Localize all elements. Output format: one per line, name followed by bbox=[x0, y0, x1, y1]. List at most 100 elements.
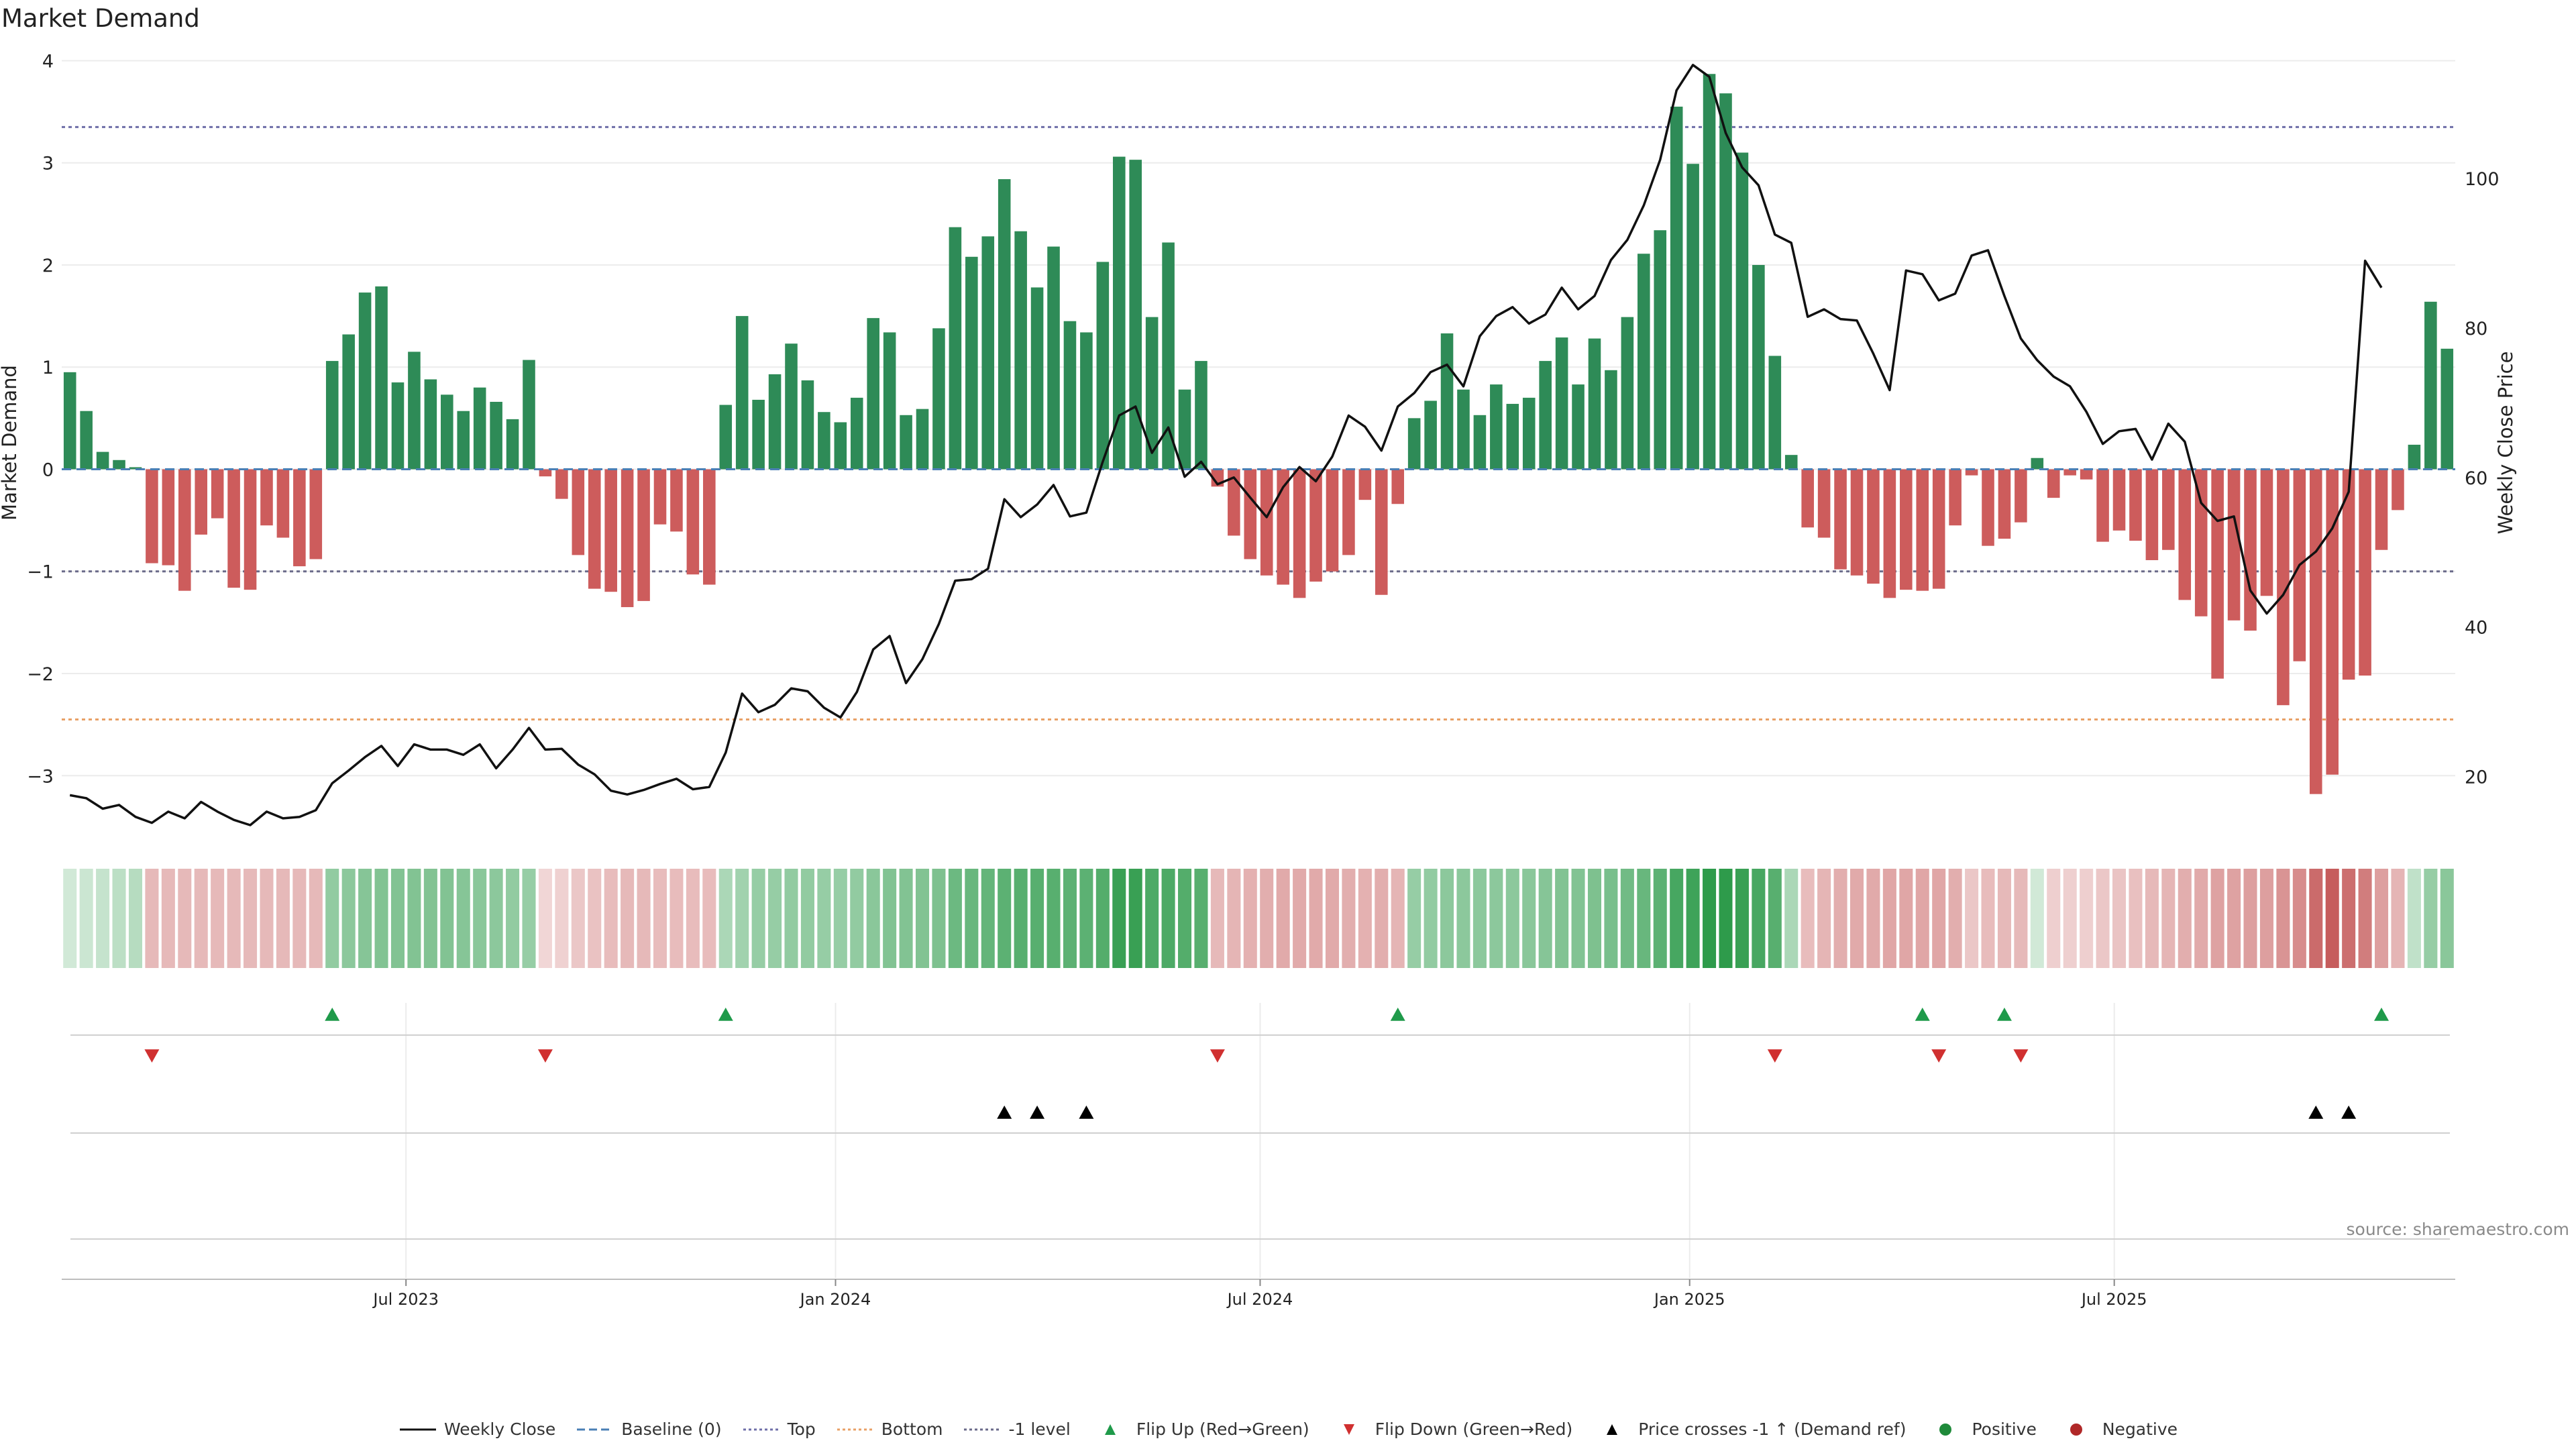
demand-bar bbox=[2408, 444, 2421, 470]
pressure-cell bbox=[194, 869, 208, 968]
pressure-cell bbox=[1932, 869, 1946, 968]
demand-bar bbox=[2260, 469, 2273, 596]
demand-bar bbox=[604, 469, 617, 592]
pressure-cell bbox=[1358, 869, 1372, 968]
pressure-cell bbox=[1817, 869, 1831, 968]
demand-bar bbox=[2309, 469, 2322, 794]
pressure-cell bbox=[2342, 869, 2356, 968]
demand-bar bbox=[2244, 469, 2257, 631]
demand-bar bbox=[1539, 361, 1552, 470]
x-tick-label: Jul 2024 bbox=[1226, 1290, 1293, 1309]
pressure-cell bbox=[2375, 869, 2389, 968]
pressure-cell bbox=[768, 869, 782, 968]
demand-bar bbox=[523, 360, 535, 470]
demand-bar bbox=[1112, 156, 1126, 470]
pressure-cell bbox=[751, 869, 765, 968]
price-cross-marker bbox=[2308, 1106, 2324, 1119]
demand-bar bbox=[703, 469, 716, 585]
demand-bar bbox=[260, 469, 273, 526]
pressure-cell bbox=[489, 869, 503, 968]
pressure-cell bbox=[244, 869, 258, 968]
demand-bar bbox=[719, 405, 733, 470]
demand-bar bbox=[2326, 469, 2339, 775]
demand-bar bbox=[2015, 469, 2027, 523]
demand-bar bbox=[2096, 469, 2109, 542]
pressure-cell bbox=[538, 869, 552, 968]
pressure-cell bbox=[423, 869, 437, 968]
pressure-cell bbox=[1030, 869, 1044, 968]
demand-bar bbox=[735, 316, 749, 470]
demand-bar bbox=[1030, 287, 1044, 470]
demand-bar bbox=[195, 469, 208, 535]
dotted-line-icon bbox=[964, 1428, 1001, 1430]
flip-up-marker bbox=[1996, 1008, 2012, 1021]
y-tick-label: 2 bbox=[42, 256, 54, 276]
demand-bar bbox=[1654, 230, 1667, 470]
legend-label: Top bbox=[787, 1419, 816, 1439]
legend-item-negative[interactable]: Negative bbox=[2057, 1419, 2178, 1439]
pressure-cell bbox=[390, 869, 405, 968]
pressure-cell bbox=[1276, 869, 1290, 968]
demand-bar bbox=[2227, 469, 2241, 621]
y-tick-label: −2 bbox=[27, 664, 54, 685]
x-tick-label: Jan 2024 bbox=[799, 1290, 871, 1309]
demand-bar bbox=[1572, 384, 1585, 470]
legend-item-weekly-close[interactable]: Weekly Close bbox=[398, 1419, 555, 1439]
demand-bar bbox=[686, 469, 700, 575]
y2-tick-label: 40 bbox=[2465, 618, 2487, 639]
legend-item-minus1[interactable]: -1 level bbox=[963, 1419, 1071, 1439]
legend-item-price-cross[interactable]: Price crosses -1 ↑ (Demand ref) bbox=[1593, 1419, 1906, 1439]
flip-down-marker bbox=[2013, 1049, 2029, 1063]
demand-bar bbox=[1309, 469, 1322, 582]
pressure-cell bbox=[1243, 869, 1257, 968]
circle-icon bbox=[2070, 1423, 2082, 1436]
pressure-cell bbox=[1194, 869, 1208, 968]
pressure-cell bbox=[1325, 869, 1339, 968]
demand-bar bbox=[490, 401, 502, 470]
y-tick-label: 4 bbox=[42, 51, 54, 72]
demand-bar bbox=[801, 380, 814, 470]
legend-item-positive[interactable]: Positive bbox=[1926, 1419, 2037, 1439]
pressure-cell bbox=[1849, 869, 1864, 968]
y-tick-label: −3 bbox=[27, 766, 54, 787]
pressure-cell bbox=[161, 869, 175, 968]
demand-bar bbox=[1326, 469, 1339, 572]
pressure-cell bbox=[1210, 869, 1224, 968]
legend-label: Price crosses -1 ↑ (Demand ref) bbox=[1638, 1419, 1907, 1439]
pressure-cell bbox=[2129, 869, 2143, 968]
demand-bar bbox=[96, 451, 109, 470]
pressure-cell bbox=[1375, 869, 1389, 968]
pressure-cell bbox=[588, 869, 602, 968]
demand-bar bbox=[1555, 337, 1568, 470]
legend-item-top[interactable]: Top bbox=[742, 1419, 816, 1439]
x-tick-label: Jul 2025 bbox=[2080, 1290, 2147, 1309]
pressure-cell bbox=[2391, 869, 2405, 968]
legend-item-flip-down[interactable]: Flip Down (Green→Red) bbox=[1330, 1419, 1572, 1439]
demand-bar bbox=[1588, 338, 1601, 470]
pressure-cell bbox=[358, 869, 372, 968]
x-tick-label: Jan 2025 bbox=[1653, 1290, 1725, 1309]
demand-bar bbox=[867, 318, 879, 470]
pressure-cell bbox=[2259, 869, 2273, 968]
demand-bar bbox=[178, 469, 191, 591]
demand-bar bbox=[293, 469, 306, 567]
demand-bar bbox=[2080, 469, 2093, 480]
demand-bar bbox=[1407, 418, 1421, 470]
demand-bar bbox=[1850, 469, 1864, 576]
legend-item-baseline[interactable]: Baseline (0) bbox=[576, 1419, 722, 1439]
pressure-cell bbox=[2161, 869, 2176, 968]
price-cross-marker bbox=[1030, 1106, 1045, 1119]
legend-item-flip-up[interactable]: Flip Up (Red→Green) bbox=[1091, 1419, 1309, 1439]
pressure-cell bbox=[1161, 869, 1175, 968]
source-note: source: sharemaestro.com bbox=[2346, 1220, 2570, 1239]
price-cross-marker bbox=[1079, 1106, 1094, 1119]
legend-item-bottom[interactable]: Bottom bbox=[836, 1419, 943, 1439]
flip-up-marker bbox=[2374, 1008, 2390, 1021]
pressure-cell bbox=[965, 869, 979, 968]
pressure-cell bbox=[1145, 869, 1159, 968]
demand-bar bbox=[146, 469, 158, 564]
y-tick-label: −1 bbox=[27, 562, 54, 583]
demand-bar bbox=[1670, 106, 1683, 470]
pressure-cell bbox=[1965, 869, 1979, 968]
pressure-cell bbox=[1686, 869, 1700, 968]
